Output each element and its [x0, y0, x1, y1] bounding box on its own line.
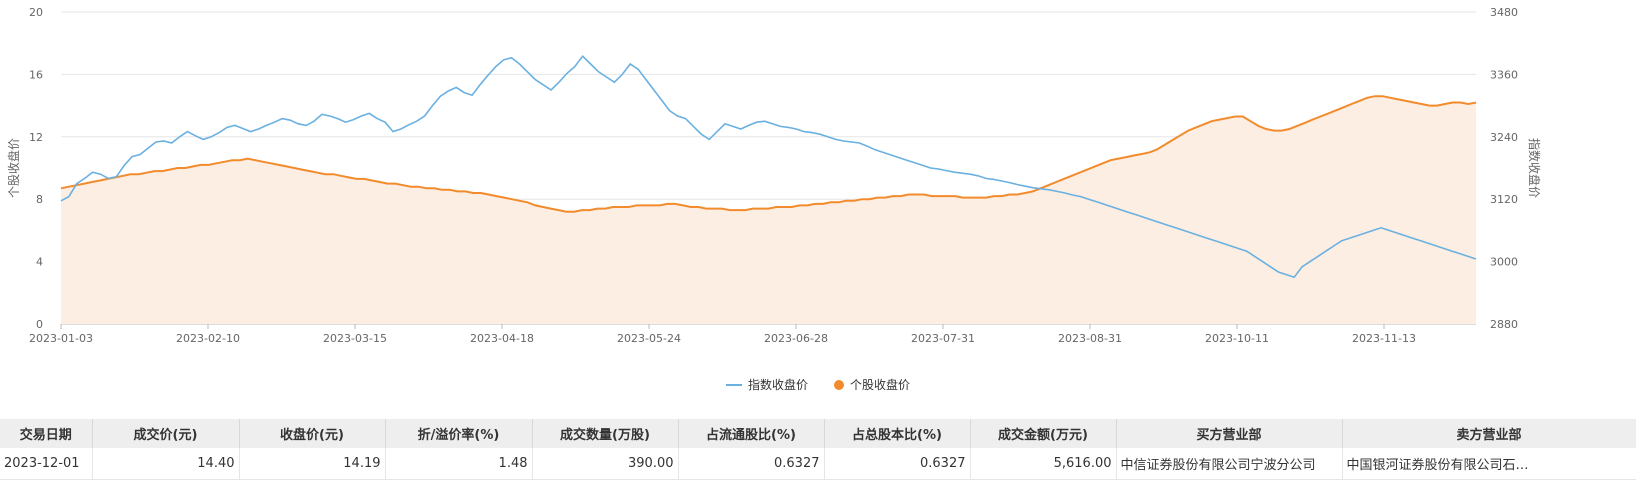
- cell-float-ratio: 0.6327: [678, 448, 825, 480]
- legend-label-index: 指数收盘价: [747, 378, 808, 392]
- col-header-volume[interactable]: 成交数量(万股): [532, 419, 679, 448]
- x-tick-label: 2023-03-15: [323, 332, 387, 345]
- x-tick-label: 2023-11-13: [1352, 332, 1416, 345]
- table-row: 2023-12-01 14.40 14.19 1.48 390.00 0.632…: [0, 448, 1636, 480]
- legend-item-stock[interactable]: 个股收盘价: [834, 376, 910, 393]
- cell-volume: 390.00: [532, 448, 679, 480]
- y-right-tick-label: 3360: [1490, 68, 1518, 81]
- y-right-axis-title: 指数收盘价: [1527, 138, 1542, 198]
- x-tick-label: 2023-02-10: [176, 332, 240, 345]
- cell-premium: 1.48: [385, 448, 533, 480]
- legend-label-stock: 个股收盘价: [850, 378, 911, 392]
- chart-legend: 指数收盘价 个股收盘价: [0, 376, 1636, 393]
- y-right-tick-label: 2880: [1490, 318, 1518, 331]
- x-tick-label: 2023-04-18: [470, 332, 534, 345]
- table-header-row: 交易日期 成交价(元) 收盘价(元) 折/溢价率(%) 成交数量(万股) 占流通…: [0, 419, 1636, 448]
- y-right-tick-label: 3480: [1490, 6, 1518, 19]
- col-header-total-ratio[interactable]: 占总股本比(%): [824, 419, 971, 448]
- y-left-tick-label: 0: [36, 318, 43, 331]
- y-left-tick-label: 16: [29, 68, 43, 81]
- col-header-amount[interactable]: 成交金额(万元): [970, 419, 1117, 448]
- chart-area: 0 2880 4 3000 8 3120 12 3240 16 3360 20 3480 2023-01…: [0, 6, 1636, 393]
- cell-amount: 5,616.00: [970, 448, 1117, 480]
- x-tick-label: 2023-05-24: [617, 332, 681, 345]
- x-tick-label: 2023-08-31: [1058, 332, 1122, 345]
- x-tick-label: 2023-07-31: [911, 332, 975, 345]
- cell-seller: 中国银河证券股份有限公司石…: [1342, 448, 1636, 480]
- col-header-buyer[interactable]: 买方营业部: [1116, 419, 1343, 448]
- col-header-float-ratio[interactable]: 占流通股比(%): [678, 419, 825, 448]
- cell-total-ratio: 0.6327: [824, 448, 971, 480]
- col-header-premium[interactable]: 折/溢价率(%): [385, 419, 533, 448]
- stock-area-fill: [61, 96, 1476, 324]
- y-left-tick-label: 4: [36, 256, 43, 269]
- y-left-tick-label: 20: [29, 6, 43, 19]
- cell-close-price: 14.19: [239, 448, 386, 480]
- y-left-tick-label: 8: [36, 193, 43, 206]
- col-header-close-price[interactable]: 收盘价(元): [239, 419, 386, 448]
- legend-dot-icon: [834, 379, 844, 390]
- y-right-tick-label: 3240: [1490, 131, 1518, 144]
- index-close-line: [60, 54, 1477, 279]
- cell-buyer: 中信证券股份有限公司宁波分公司: [1116, 448, 1343, 480]
- y-right-tick-label: 3000: [1490, 256, 1518, 269]
- y-left-tick-label: 12: [29, 131, 43, 144]
- cell-date: 2023-12-01: [0, 448, 93, 480]
- x-tick-label: 2023-10-11: [1205, 332, 1269, 345]
- block-trade-table: 交易日期 成交价(元) 收盘价(元) 折/溢价率(%) 成交数量(万股) 占流通…: [0, 419, 1636, 480]
- cell-deal-price: 14.40: [92, 448, 240, 480]
- col-header-date[interactable]: 交易日期: [0, 419, 93, 448]
- col-header-deal-price[interactable]: 成交价(元): [92, 419, 240, 448]
- stock-close-line: [60, 95, 1477, 213]
- y-right-tick-label: 3120: [1490, 193, 1518, 206]
- x-tick-label: 2023-01-03: [29, 332, 93, 345]
- legend-line-icon: [725, 383, 742, 386]
- x-tick-label: 2023-06-28: [764, 332, 828, 345]
- legend-item-index[interactable]: 指数收盘价: [725, 376, 808, 393]
- y-left-axis-title: 个股收盘价: [6, 138, 21, 198]
- col-header-seller[interactable]: 卖方营业部: [1342, 419, 1636, 448]
- price-chart: 0 2880 4 3000 8 3120 12 3240 16 3360 20 3480 2023-01…: [6, 6, 1542, 345]
